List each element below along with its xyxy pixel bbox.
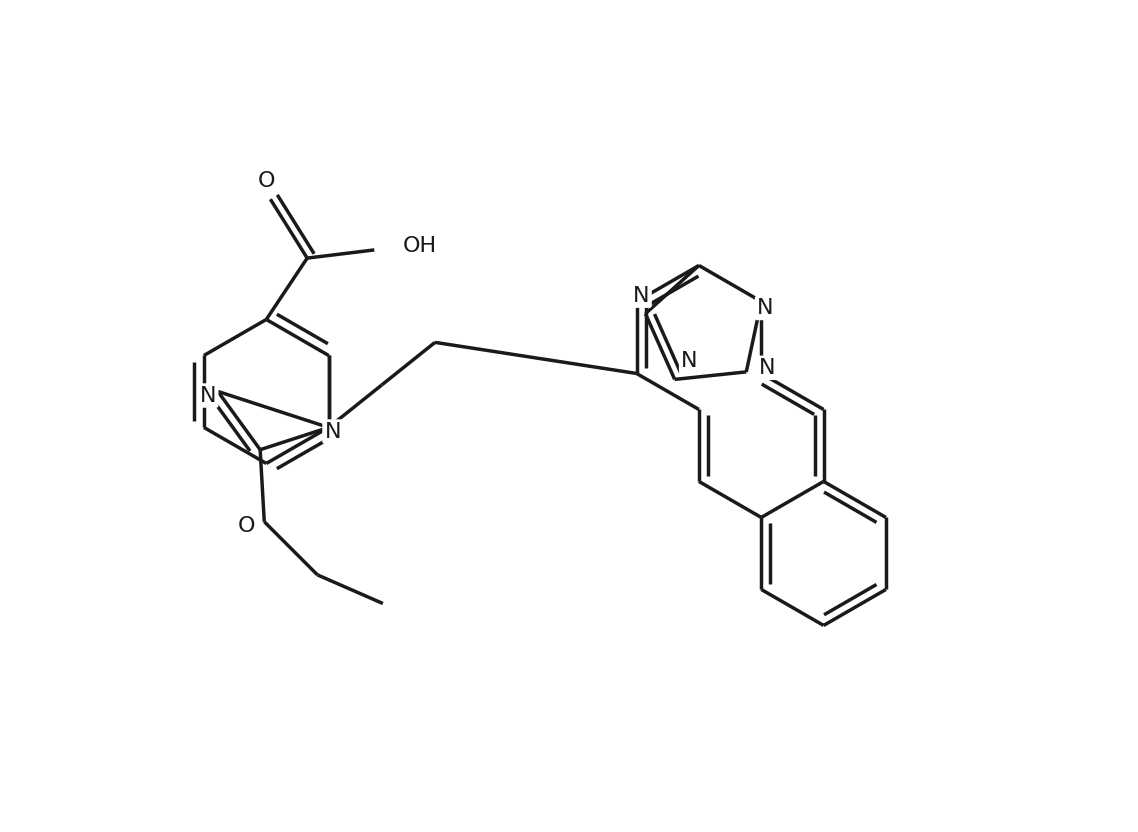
Text: O: O: [238, 516, 255, 536]
Text: N: N: [324, 422, 341, 442]
Text: N: N: [200, 385, 216, 405]
Text: O: O: [257, 171, 275, 191]
Text: N: N: [633, 285, 650, 305]
Text: N: N: [757, 298, 774, 318]
Text: N: N: [759, 358, 775, 378]
Text: OH: OH: [403, 235, 437, 255]
Text: N: N: [682, 351, 698, 371]
